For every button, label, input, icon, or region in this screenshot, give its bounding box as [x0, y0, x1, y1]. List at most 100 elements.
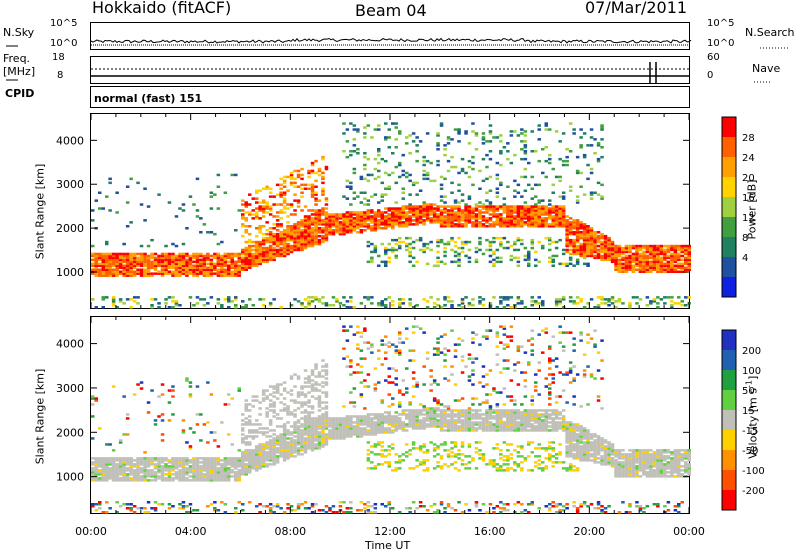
power-cell [411, 207, 416, 210]
power-cell [241, 252, 245, 256]
power-cell [314, 229, 318, 232]
power-cell [139, 252, 144, 256]
power-cell [481, 157, 486, 161]
velocity-cell [366, 373, 371, 376]
power-cell [405, 225, 409, 228]
power-cell [506, 150, 510, 153]
power-cell [143, 268, 147, 271]
velocity-cell [363, 341, 367, 344]
power-cell [366, 227, 371, 230]
power-cell [209, 268, 214, 271]
power-cell [384, 248, 388, 252]
power-cell [391, 215, 395, 218]
velocity-cell [223, 463, 228, 466]
power-cell [342, 215, 346, 218]
power-cell [244, 304, 248, 307]
power-cell [467, 159, 472, 163]
power-cell [568, 227, 573, 230]
power-cell [289, 213, 294, 216]
power-cell [596, 248, 601, 252]
power-cell [143, 264, 147, 267]
power-cell [649, 252, 653, 256]
velocity-cell [324, 363, 329, 366]
velocity-cell [314, 429, 318, 432]
power-cell [384, 211, 388, 214]
power-cell [195, 264, 200, 267]
power-cell [398, 304, 402, 307]
power-cell [258, 258, 262, 262]
velocity-cell [359, 395, 364, 398]
velocity-cell [366, 505, 371, 508]
velocity-cell [101, 473, 105, 476]
power-cell [185, 254, 189, 258]
velocity-cell [258, 457, 262, 460]
power-cell [429, 213, 433, 216]
power-cell [164, 260, 168, 264]
power-cell [527, 217, 531, 220]
velocity-cell [153, 473, 158, 476]
power-cell [537, 209, 541, 212]
velocity-cell [310, 505, 315, 508]
power-cell [317, 298, 322, 301]
power-cell [227, 296, 231, 299]
power-cell [565, 155, 569, 159]
power-cell [471, 215, 475, 218]
velocity-cell [192, 475, 196, 478]
power-cell [495, 260, 500, 264]
velocity-cell [377, 413, 381, 416]
power-cell [345, 155, 350, 159]
velocity-cell [411, 447, 416, 450]
power-cell [321, 219, 325, 222]
velocity-cell [384, 351, 388, 354]
velocity-cell [398, 331, 402, 334]
power-cell [377, 302, 381, 305]
power-cell [129, 274, 133, 277]
velocity-cell [405, 417, 409, 420]
velocity-cell [387, 341, 391, 344]
power-cell [617, 248, 622, 252]
velocity-cell [398, 417, 402, 420]
velocity-cell [129, 461, 133, 464]
velocity-cell [153, 463, 158, 466]
power-cell [471, 213, 475, 216]
power-cell [548, 213, 552, 216]
power-cell [296, 238, 301, 242]
power-cell [617, 260, 622, 264]
velocity-cell [405, 415, 409, 418]
power-cell [631, 266, 636, 269]
power-cell [656, 256, 660, 260]
power-cell [621, 262, 625, 266]
velocity-cell [380, 449, 384, 452]
velocity-cell [356, 343, 360, 346]
power-cell [387, 248, 391, 252]
power-cell [234, 268, 238, 271]
power-cell [111, 274, 116, 277]
power-cell [356, 213, 360, 216]
velocity-cell [415, 419, 419, 422]
power-cell [582, 242, 587, 246]
power-cell [268, 209, 273, 212]
velocity-cell [331, 419, 336, 422]
power-cell [614, 260, 618, 264]
velocity-cell [286, 391, 290, 394]
velocity-cell [108, 443, 112, 446]
velocity-cell [377, 443, 381, 446]
power-cell [139, 268, 144, 271]
power-cell [680, 304, 684, 307]
power-cell [628, 304, 632, 307]
power-cell [380, 223, 384, 226]
power-cell [495, 221, 500, 224]
power-cell [432, 217, 437, 220]
velocity-cell [272, 385, 276, 388]
power-cell [561, 215, 566, 218]
power-cell [199, 268, 203, 271]
power-cell [377, 264, 381, 267]
power-cell [446, 223, 451, 226]
power-cell [136, 264, 140, 267]
velocity-cell [373, 421, 378, 424]
velocity-cell [139, 459, 144, 462]
power-cell [488, 203, 493, 206]
power-cell [439, 240, 444, 244]
power-cell [530, 207, 534, 210]
power-cell [108, 256, 112, 260]
